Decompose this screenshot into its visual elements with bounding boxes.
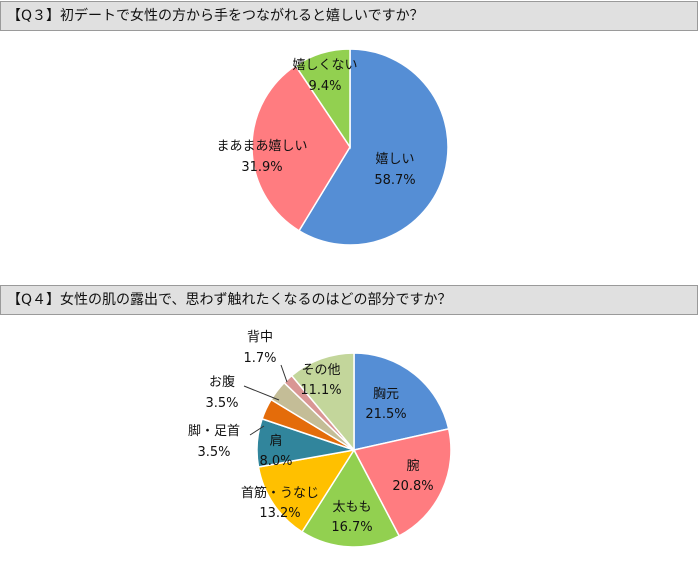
slice-value-label: 11.1% <box>300 383 341 398</box>
q3-title: 【Q３】初デートで女性の方から手をつながれると嬉しいですか？ <box>7 8 424 24</box>
slice-value-label: 20.8% <box>392 479 433 494</box>
pie-slice <box>294 48 351 150</box>
slice-value-label: 9.4% <box>308 79 341 94</box>
pie-slice <box>353 352 450 451</box>
slice-label: 太もも <box>332 500 371 515</box>
slice-value-label: 13.2% <box>259 506 300 521</box>
slice-label: 胸元 <box>373 387 399 402</box>
leader-line <box>249 425 265 436</box>
slice-label: その他 <box>301 363 340 378</box>
pie-slice <box>251 64 351 232</box>
leader-line <box>280 364 288 383</box>
slice-label: 肩 <box>269 433 282 449</box>
slice-label: 首筋・うなじ <box>241 485 319 501</box>
pie-slice <box>257 448 356 533</box>
slice-label: 嬉しい <box>375 152 414 167</box>
pie-slice <box>352 427 452 537</box>
slice-value-label: 1.7% <box>243 351 276 366</box>
pie-slice <box>298 48 449 246</box>
slice-value-label: 16.7% <box>331 520 372 535</box>
slice-label: 嬉しくない <box>292 58 357 73</box>
slice-value-label: 3.5% <box>205 396 238 411</box>
pie-slice <box>300 448 401 548</box>
q4-title-bar: 【Q４】女性の肌の露出で、思わず触れたくなるのはどの部分ですか？ <box>0 285 698 315</box>
pie-slice <box>290 352 355 453</box>
slice-label: 背中 <box>247 330 273 345</box>
slice-label: 脚・足首 <box>188 423 240 439</box>
slice-value-label: 8.0% <box>259 454 292 469</box>
q3-title-bar: 【Q３】初デートで女性の方から手をつながれると嬉しいですか？ <box>0 1 698 31</box>
slice-label: お腹 <box>209 374 235 390</box>
slice-value-label: 58.7% <box>374 173 415 188</box>
q4-title: 【Q４】女性の肌の露出で、思わず触れたくなるのはどの部分ですか？ <box>7 292 452 308</box>
slice-value-label: 3.5% <box>197 445 230 460</box>
q3-pie-chart: 嬉しい 58.7% まあまあ嬉しい 31.9% 嬉しくない 9.4% <box>216 48 449 246</box>
slice-value-label: 31.9% <box>241 160 282 175</box>
slice-value-label: 21.5% <box>365 407 406 422</box>
slice-label: まあまあ嬉しい <box>216 139 307 154</box>
leader-line <box>243 385 280 401</box>
slice-label: 腕 <box>406 458 419 474</box>
